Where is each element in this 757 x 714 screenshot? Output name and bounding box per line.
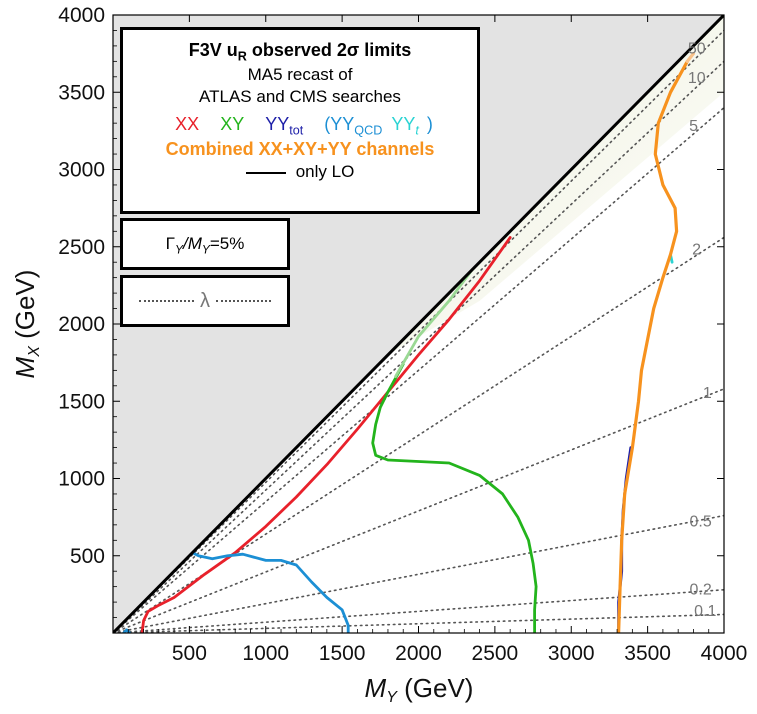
series-line-yy-qcd: [190, 551, 350, 633]
lambda-label: 0.1: [694, 603, 716, 620]
x-tick-label: 4000: [701, 642, 748, 665]
series-line-yy-qcd-low-: [122, 628, 132, 633]
legend-lo: only LO: [123, 162, 477, 182]
series-line-combined-faded-top-: [685, 51, 696, 64]
y-tick-label: 1500: [58, 390, 105, 413]
series-line-xx: [140, 236, 512, 633]
series-line-xy-upper-faded-: [394, 268, 474, 378]
legend-combined: Combined XX+XY+YY channels: [165, 139, 435, 160]
y-tick-label: 4000: [58, 4, 105, 27]
lambda-symbol: λ: [200, 289, 210, 312]
y-tick-label: 2000: [58, 313, 105, 336]
lambda-label: 0.5: [690, 513, 712, 530]
legend-width-ratio: ΓY/MY=5%: [120, 218, 290, 270]
y-axis-title: MX (GeV): [10, 270, 43, 379]
x-tick-label: 1000: [242, 642, 289, 665]
lambda-label: 2: [692, 241, 701, 258]
legend-yy-tot: YYtot: [265, 113, 304, 138]
x-tick-label: 3500: [624, 642, 671, 665]
legend-title: F3V uR observed 2σ limits: [188, 40, 412, 64]
x-tick-label: 1500: [319, 642, 366, 665]
legend-main: F3V uR observed 2σ limits MA5 recast of …: [120, 27, 480, 214]
legend-yy-t: YYt: [391, 113, 419, 138]
x-axis-title: MY (GeV): [365, 673, 474, 706]
series-line-combined: [616, 59, 689, 633]
y-tick-label: 500: [70, 545, 105, 568]
legend-lambda: λ: [120, 275, 290, 327]
legend-xx: XX: [175, 113, 200, 134]
lambda-contour: [113, 60, 724, 633]
diagonal-line: [113, 15, 724, 633]
x-tick-label: 2500: [472, 642, 519, 665]
lambda-label: 50: [688, 41, 706, 58]
lambda-label: 5: [689, 118, 698, 135]
y-tick-label: 1000: [58, 468, 105, 491]
lambda-contour: [113, 388, 724, 633]
legend-line3: ATLAS and CMS searches: [199, 86, 401, 106]
x-tick-label: 2000: [395, 642, 442, 665]
legend-line2: MA5 recast of: [247, 64, 353, 84]
lambda-contour: [113, 29, 724, 633]
legend-channels: XX XY YYtot (YYQCD YYt): [175, 113, 433, 138]
y-tick-label: 3000: [58, 159, 105, 182]
legend-xy: XY: [220, 113, 245, 134]
y-tick-label: 2500: [58, 236, 105, 259]
y-tick-label: 3500: [58, 81, 105, 104]
legend-yy-qcd: (YYQCD: [324, 113, 383, 138]
lambda-contour: [113, 106, 724, 633]
series-line-xy: [371, 362, 538, 633]
lambda-label: 10: [688, 70, 706, 87]
lambda-label: 0.2: [690, 581, 712, 598]
lambda-label: 1: [703, 385, 712, 402]
x-tick-label: 3000: [548, 642, 595, 665]
x-tick-label: 500: [172, 642, 207, 665]
